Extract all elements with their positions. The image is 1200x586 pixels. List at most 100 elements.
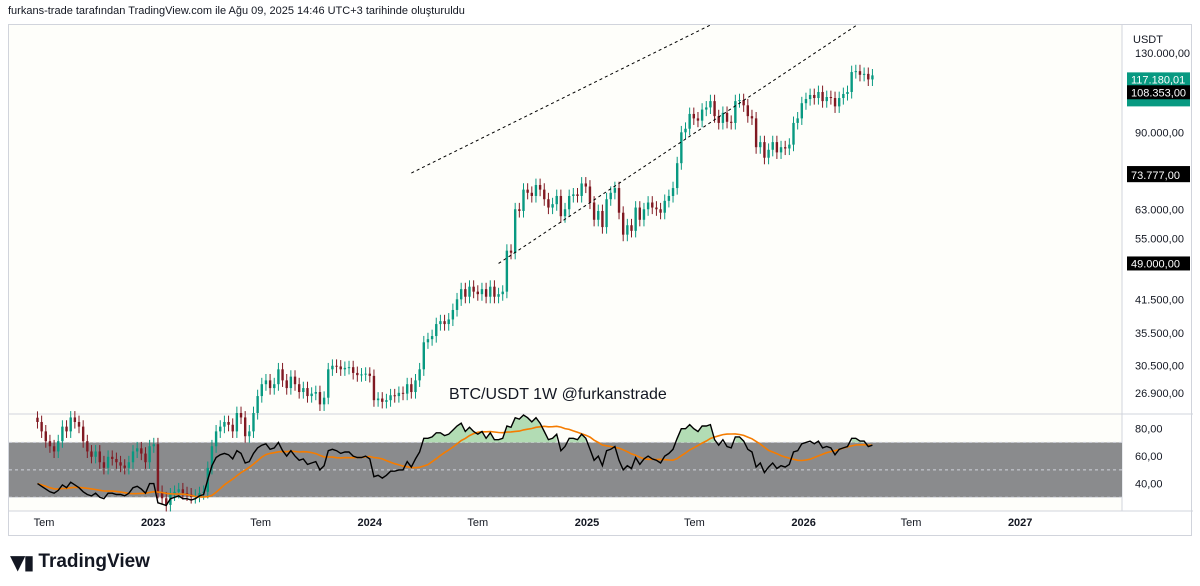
candle-body (601, 210, 604, 228)
candle-body (219, 426, 222, 432)
price-tick-label: 63.000,00 (1135, 204, 1184, 216)
candle-body (331, 365, 334, 370)
candle-body (759, 142, 762, 148)
candle-body (297, 384, 301, 393)
candle-body (131, 451, 135, 463)
candle-body (119, 462, 122, 466)
candle-body (721, 112, 725, 123)
candle-body (646, 202, 650, 210)
candle-body (397, 392, 401, 397)
candle-body (538, 184, 542, 190)
candle-body (613, 188, 617, 193)
candle-body (497, 294, 500, 297)
candle-body (376, 398, 380, 401)
price-tick-label: 130.000,00 (1135, 48, 1190, 60)
candle-body (102, 462, 106, 468)
time-tick-label: 2026 (791, 517, 815, 529)
candle-body (439, 321, 442, 325)
candle-body (464, 289, 467, 297)
candle-body (543, 189, 546, 200)
candle-body (709, 101, 712, 108)
rsi-tick-label: 40,00 (1135, 479, 1163, 491)
candle-body (734, 101, 737, 123)
candle-body (518, 209, 521, 211)
candle-body (725, 112, 729, 122)
candle-body (314, 392, 317, 394)
candle-body (742, 100, 745, 106)
candle-body (509, 250, 513, 253)
chart-frame[interactable]: BTC/USDT 1W @furkanstrade USDT 130.000,00 9… (8, 24, 1193, 537)
candle-body (588, 186, 592, 203)
candle-body (788, 144, 791, 149)
candle-body (243, 417, 247, 437)
candle-body (40, 421, 43, 432)
candle-body (696, 118, 700, 121)
candle-body (505, 250, 509, 292)
candle-body (210, 446, 214, 468)
candle-body (81, 426, 85, 442)
rsi-overbought-fill (677, 424, 715, 443)
candle-body (858, 71, 862, 75)
candle-body (472, 286, 475, 292)
candle-body (401, 392, 405, 394)
candle-body (837, 98, 841, 107)
time-tick-label: Tem (901, 517, 922, 529)
candle-body (626, 225, 629, 235)
candle-body (302, 388, 305, 393)
candle-body (804, 99, 808, 104)
candle-body (281, 369, 284, 381)
tradingview-footer: ▼▮ TradingView (10, 550, 150, 574)
candle-body (277, 369, 280, 385)
rsi-tick-label: 80,00 (1135, 424, 1163, 436)
candle-body (86, 441, 89, 452)
price-level-box (1127, 256, 1190, 271)
chart-canvas[interactable]: BTC/USDT 1W @furkanstrade USDT 130.000,00 9… (9, 25, 1193, 537)
time-tick-label: Tem (467, 517, 488, 529)
candle-body (414, 380, 417, 393)
candle-body (638, 207, 642, 220)
time-tick-label: Tem (250, 517, 271, 529)
candle-body (738, 100, 741, 102)
candle-body (617, 188, 621, 213)
rsi-line (37, 414, 873, 507)
candle-body (36, 417, 39, 422)
candle-body (813, 94, 816, 99)
candle-body (513, 209, 517, 253)
candle-body (252, 413, 255, 432)
candle-body (61, 426, 64, 442)
candle-body (356, 372, 359, 376)
candle-body (160, 491, 164, 499)
candle-body (140, 448, 143, 454)
candle-body (94, 451, 97, 457)
candle-body (443, 321, 446, 325)
candle-body (530, 192, 533, 196)
candle-body (430, 336, 434, 340)
candle-body (152, 444, 155, 447)
time-tick-label: 2027 (1008, 517, 1032, 529)
price-tick-label: 41.500,00 (1135, 294, 1184, 306)
candle-body (293, 376, 297, 385)
candle-body (501, 291, 504, 295)
candle-body (555, 195, 558, 205)
time-tick-label: 2025 (575, 517, 599, 529)
candle-body (48, 441, 52, 447)
candle-body (871, 75, 874, 80)
candle-body (592, 202, 596, 220)
candle-body (306, 388, 309, 397)
tradingview-logo-text: TradingView (38, 551, 150, 572)
candle-body (52, 446, 56, 452)
price-level-label: 108.353,00 (1131, 87, 1186, 99)
candle-body (273, 384, 276, 389)
candle-body (559, 195, 563, 217)
candle-body (335, 365, 338, 367)
candle-body (144, 453, 147, 463)
candle-body (185, 493, 189, 495)
candle-body (746, 105, 750, 117)
candle-body (489, 286, 492, 297)
candle-body (584, 183, 588, 187)
candle-body (235, 413, 239, 432)
candle-body (609, 192, 612, 200)
candle-body (115, 458, 118, 463)
currency-label: USDT (1133, 34, 1163, 46)
candle-body (285, 380, 288, 389)
